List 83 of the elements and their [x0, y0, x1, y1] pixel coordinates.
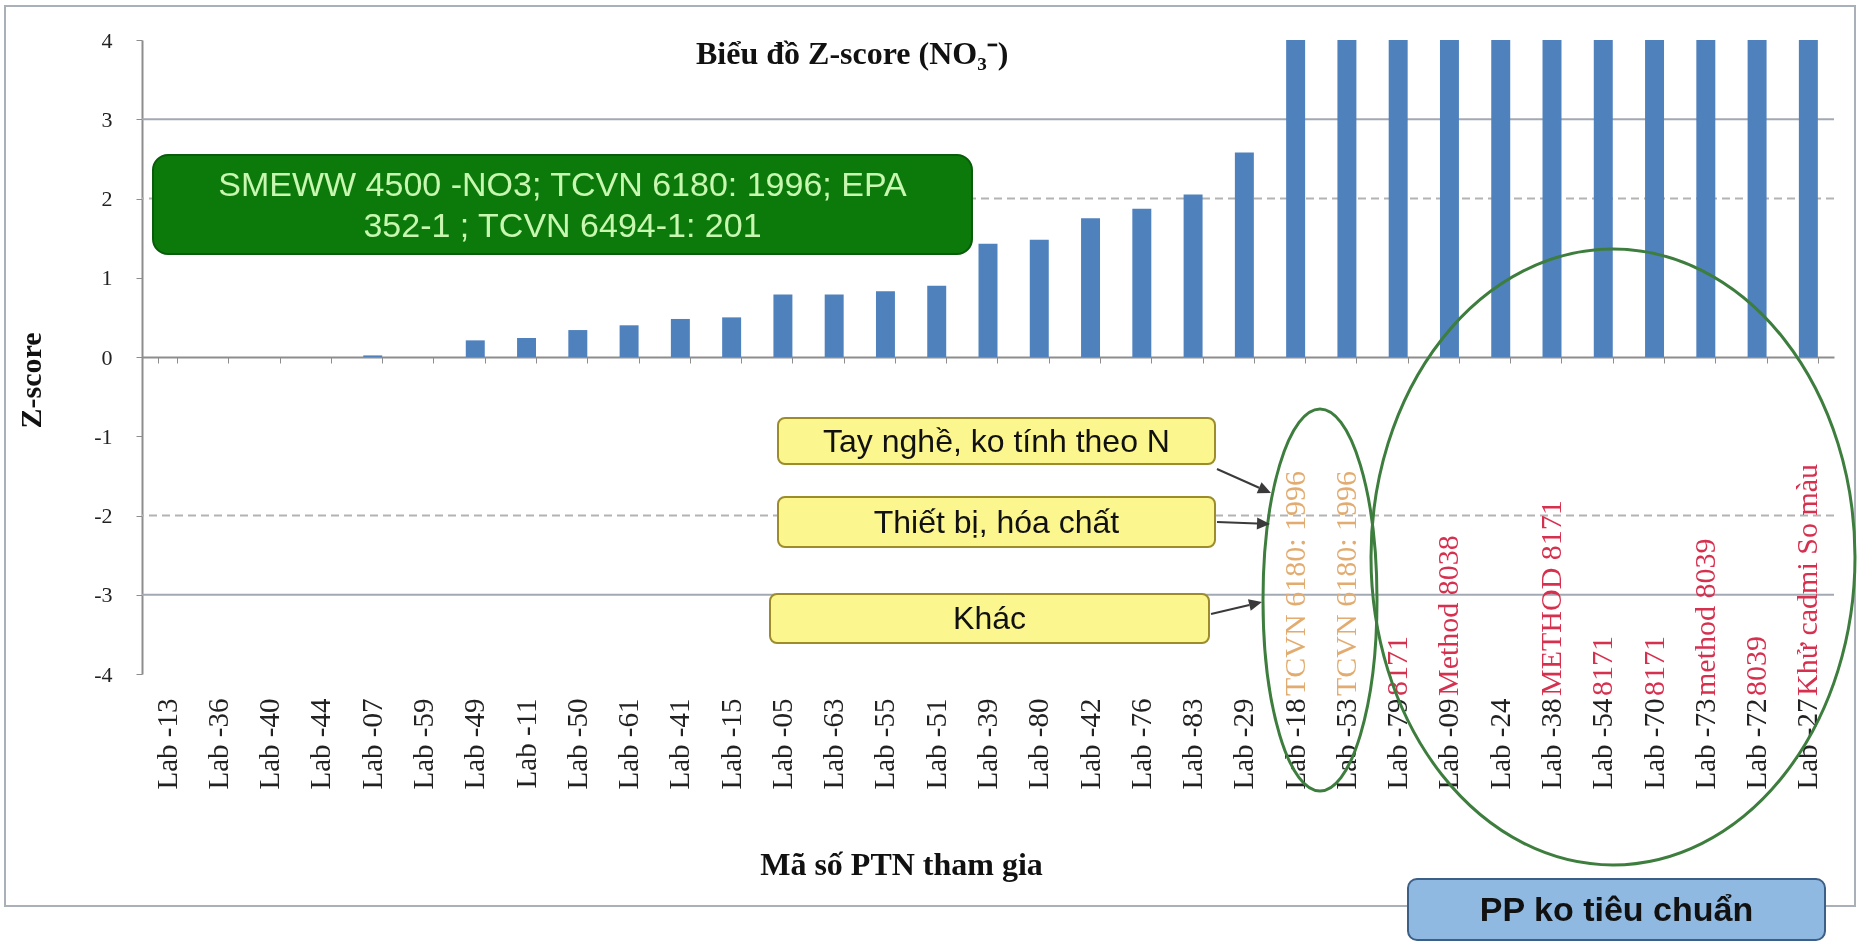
x-tick-label: Lab -07 [355, 698, 388, 790]
bar [1747, 40, 1767, 357]
bar [722, 317, 742, 357]
annotation: Tay nghề, ko tính theo N [823, 421, 1170, 461]
y-tick-label: 0 [101, 344, 113, 370]
x-tick-label: Lab -05 [765, 698, 798, 790]
x-tick-label: Lab -40 [253, 698, 286, 790]
x-tick-label: Lab -80 [1022, 698, 1055, 790]
annotation: 8039 [1739, 636, 1773, 696]
x-tick-label: Lab -13 [150, 698, 183, 790]
x-tick-label: Lab -44 [304, 698, 337, 790]
x-tick-label: Lab -39 [971, 698, 1003, 790]
x-tick-label: Lab -73 [1688, 698, 1721, 790]
bar [465, 340, 485, 357]
bar [1132, 208, 1152, 357]
x-tick-label: Lab -42 [1073, 698, 1106, 790]
bar [568, 330, 588, 357]
y-tick-label: -3 [94, 582, 113, 608]
chart-title: Biểu đồ Z-score (NO₃⁻) [696, 35, 1009, 71]
bar [619, 325, 639, 357]
bar [1491, 40, 1511, 357]
annotation: 8171 [1585, 636, 1619, 696]
x-tick-label: Lab -41 [663, 698, 696, 790]
x-tick-label: Lab -51 [919, 698, 952, 790]
x-tick-label: Lab -72 [1740, 698, 1773, 790]
bar [1696, 40, 1716, 357]
x-tick-label: Lab -54 [1586, 698, 1619, 790]
annotation: METHOD 8171 [1534, 500, 1567, 696]
x-tick-label: Lab -36 [201, 698, 234, 790]
x-tick-label: Lab -61 [612, 698, 645, 790]
bar [1337, 40, 1357, 357]
x-tick-label: Lab -76 [1124, 698, 1157, 790]
x-tick-label: Lab -59 [407, 698, 439, 790]
annotation: Khác [953, 599, 1026, 638]
bar [927, 285, 947, 357]
y-tick-label: -1 [94, 423, 113, 449]
bar [978, 243, 998, 357]
annotation: Khử cadmi So màu [1790, 463, 1824, 696]
x-tick-label: Lab -55 [868, 698, 901, 790]
bar [1081, 218, 1101, 357]
y-tick-label: 3 [101, 106, 113, 132]
annotation: TCVN 6180: 1996 [1328, 471, 1362, 696]
x-tick-label: Lab -79 [1381, 698, 1414, 790]
bar [1234, 152, 1254, 357]
x-tick-label: Lab -49 [458, 698, 491, 790]
x-tick-label: Lab -09 [1432, 698, 1465, 790]
bar [1798, 40, 1818, 357]
bar [517, 337, 537, 357]
bar [1029, 239, 1049, 357]
bar [1542, 40, 1562, 357]
x-tick-label: Lab -70 [1637, 698, 1670, 790]
bar [773, 294, 793, 357]
x-tick-label: Lab -24 [1483, 698, 1516, 790]
y-axis-title: Z-score [13, 332, 47, 429]
x-tick-label: Lab -63 [817, 698, 850, 790]
annotation: 8171 [1636, 636, 1670, 696]
annotation: method 8039 [1687, 538, 1721, 696]
y-tick-label: 4 [101, 27, 113, 53]
bar [824, 294, 844, 357]
text: PP ko tiêu chuẩn [1479, 889, 1754, 930]
y-tick-label: -4 [94, 661, 113, 687]
bar [1645, 40, 1665, 357]
x-tick-label: Lab -29 [1227, 698, 1260, 790]
bar [670, 318, 690, 357]
bar [1183, 194, 1203, 357]
x-tick-label: Lab -38 [1535, 698, 1567, 790]
annotation: Thiết bị, hóa chất [873, 502, 1120, 542]
x-tick-label: Lab -15 [714, 698, 747, 790]
bar [1439, 40, 1459, 357]
bar [1286, 40, 1306, 357]
bar [1593, 40, 1613, 357]
y-tick-label: -2 [94, 503, 113, 528]
x-tick-label: Lab -11 [509, 698, 542, 789]
annotation: SMEWW 4500 -NO3; TCVN 6180: 1996; EPA 352-1 ; TCVN 6494-1: 201 [217, 163, 908, 246]
annotation: Method 8038 [1431, 535, 1465, 696]
bar [1388, 40, 1408, 357]
y-tick-label: 2 [101, 186, 113, 211]
x-tick-label: Lab -50 [560, 698, 593, 790]
x-axis-title: Mã số PTN tham gia [760, 845, 1043, 882]
x-tick-label: Lab -83 [1176, 698, 1209, 790]
bar [875, 291, 895, 357]
annotation: TCVN 6180: 1996 [1277, 471, 1311, 696]
y-tick-label: 1 [101, 265, 113, 291]
